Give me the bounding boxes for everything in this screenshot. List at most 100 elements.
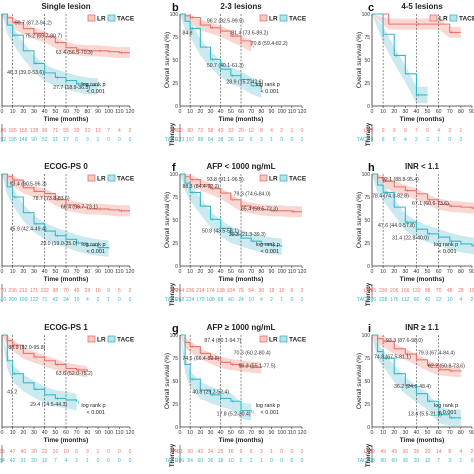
x-tick-label: 30 — [208, 269, 214, 275]
tace-confidence-band — [372, 174, 474, 255]
legend-tace-swatch — [107, 335, 116, 343]
survival-annotation: 70.8 (59.4-82.2) — [251, 41, 288, 47]
x-tick-label: 60 — [238, 109, 244, 115]
risk-row-lr-label: LR — [172, 128, 179, 134]
risk-lr-value: 171 — [30, 288, 39, 294]
panel-letter: c — [368, 2, 374, 14]
y-axis-label: Overall survival (%) — [164, 32, 171, 88]
risk-tace-value: 2 — [415, 137, 418, 143]
survival-annotation: 46.3 (39.0-53.6) — [7, 70, 44, 76]
risk-lr-value: 230 — [379, 288, 388, 294]
risk-lr-value: 8 — [260, 128, 263, 134]
y-axis-label: Overall survival (%) — [356, 353, 363, 409]
legend-tace-swatch — [279, 335, 288, 343]
legend-tace-swatch — [107, 14, 116, 22]
y-tick-label: 100 — [362, 333, 371, 339]
risk-lr-value: 4 — [459, 449, 462, 455]
risk-tace-value: 0 — [448, 137, 451, 143]
survival-annotation: 17.8 (5.2-30.4) — [217, 411, 251, 417]
survival-annotation: 50.8 (43.5-58.1) — [202, 228, 239, 234]
survival-annotation: 78.4 (74.0-82.8) — [372, 193, 409, 199]
panel-letter: i — [368, 323, 371, 335]
risk-row-tace-label: TACE — [357, 297, 371, 303]
risk-lr-value: 30 — [259, 288, 265, 294]
risk-lr-value: 214 — [196, 288, 205, 294]
risk-lr-value: 132 — [412, 288, 421, 294]
risk-lr-value: 70 — [436, 288, 442, 294]
risk-lr-value: 5 — [118, 288, 121, 294]
risk-lr-value: 4 — [437, 128, 440, 134]
risk-tace-value: 36 — [208, 458, 214, 464]
risk-tace-value: 12 — [238, 137, 244, 143]
risk-tace-value: 4 — [260, 297, 263, 303]
legend-tace-label: TACE — [117, 337, 135, 344]
x-tick-label: 40 — [414, 109, 420, 115]
risk-lr-value: 39 — [74, 128, 80, 134]
risk-lr-value: 236 — [8, 288, 17, 294]
x-tick-label: 90 — [469, 269, 474, 275]
x-tick-label: 110 — [288, 269, 296, 275]
x-tick-label: 60 — [63, 109, 69, 115]
risk-lr-value: 2 — [129, 128, 132, 134]
risk-lr-value: 2 — [129, 288, 132, 294]
x-tick-label: 90 — [269, 109, 275, 115]
legend-tace-label: TACE — [117, 16, 135, 23]
risk-lr-value: 3 — [260, 449, 263, 455]
survival-annotation: 66.3 (55.1-77.5) — [239, 364, 276, 370]
risk-tace-value: 2 — [426, 137, 429, 143]
survival-annotation: 93.4 (90.5-96.3) — [10, 181, 47, 187]
risk-tace-value: 90 — [31, 137, 37, 143]
x-tick-label: 90 — [269, 430, 275, 436]
survival-annotation: 62.2 (50.8-73.6) — [428, 364, 465, 370]
x-tick-label: 110 — [115, 430, 123, 436]
risk-lr-value: 9 — [107, 288, 110, 294]
risk-lr-value: 212 — [19, 288, 28, 294]
legend-tace-swatch — [107, 174, 116, 182]
y-tick-label: 50 — [364, 58, 370, 64]
x-tick-label: 100 — [277, 269, 286, 275]
x-tick-label: 100 — [104, 269, 113, 275]
risk-tace-value: 0 — [129, 458, 132, 464]
x-tick-label: 30 — [208, 430, 214, 436]
risk-tace-value: 112 — [401, 297, 409, 303]
risk-tace-value: 1 — [86, 458, 89, 464]
survival-annotation: 67.1 (60.6-73.6) — [412, 201, 449, 207]
legend-lr-label: LR — [97, 337, 106, 344]
x-tick-label: 50 — [228, 109, 234, 115]
x-tick-label: 30 — [208, 109, 214, 115]
tace-survival-curve — [2, 13, 99, 87]
panel-d: ECOG-PS 00 10 20 30 40 50 60 70 80 90 100 110 120Tim… — [0, 162, 135, 303]
risk-lr-value: 166 — [401, 288, 410, 294]
risk-lr-value: 0 — [301, 128, 304, 134]
risk-lr-value: 71 — [53, 128, 59, 134]
risk-lr-value: 59 — [369, 449, 375, 455]
panel-e: ECOG-PS 10 10 20 30 40 50 60 70 80 90 100 110 120Tim… — [0, 323, 135, 464]
risk-tace-value: 2 — [471, 297, 474, 303]
risk-table-title: Therapy — [170, 282, 176, 306]
panel-letter: g — [172, 323, 179, 335]
risk-tace-value: 0 — [290, 297, 293, 303]
survival-annotation: 29.0 (19.0-35.0) — [40, 241, 77, 247]
risk-lr-value: 9 — [404, 128, 407, 134]
risk-lr-value: 54 — [248, 288, 254, 294]
x-tick-label: 20 — [391, 269, 397, 275]
x-tick-label: 100 — [277, 109, 286, 115]
risk-tace-value: 31 — [21, 458, 27, 464]
risk-lr-value: 10 — [63, 449, 69, 455]
panel-title: ECOG-PS 1 — [44, 323, 88, 332]
y-tick-label: 50 — [172, 58, 178, 64]
y-tick-label: 25 — [364, 241, 370, 247]
x-tick-label: 50 — [52, 430, 58, 436]
risk-tace-value: 24 — [238, 297, 244, 303]
risk-tace-value: 260 — [8, 297, 17, 303]
risk-tace-value: 7 — [54, 458, 57, 464]
risk-lr-value: 34 — [208, 449, 214, 455]
risk-tace-value: 12 — [42, 458, 48, 464]
x-tick-label: 50 — [425, 430, 431, 436]
risk-tace-value: 1 — [107, 297, 110, 303]
logrank-text: < 0.001 — [86, 249, 105, 255]
risk-tace-value: 1 — [459, 458, 462, 464]
risk-tace-value: 24 — [63, 297, 69, 303]
x-tick-label: 70 — [447, 109, 453, 115]
survival-annotation: 87.4 (80.1-94.7) — [204, 338, 241, 344]
